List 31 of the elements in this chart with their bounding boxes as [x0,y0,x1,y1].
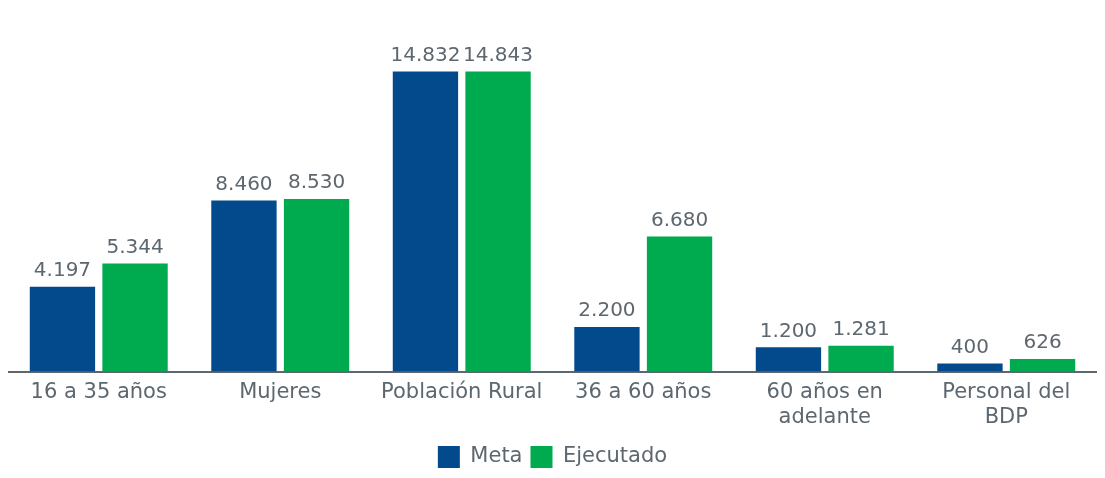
data-label: 8.460 [215,170,273,195]
bar [1009,358,1076,372]
bar [574,327,640,372]
bar [102,263,168,372]
legend-label: Meta [470,443,523,468]
bar [465,71,531,372]
bar [828,345,894,372]
bar [646,236,713,372]
data-label: 400 [950,333,990,358]
legend-label: Ejecutado [562,443,668,468]
bar [755,347,822,372]
data-label: 1.281 [832,315,890,340]
data-label: 5.344 [106,233,164,258]
data-label: 6.680 [650,206,709,231]
x-tick-label: Población Rural [381,378,543,403]
x-tick-label: 36 a 60 años [575,378,712,403]
bar [392,71,459,372]
x-tick-label: Mujeres [239,378,322,403]
data-label: 626 [1023,329,1062,354]
data-label: 1.200 [759,317,818,342]
bar [211,200,277,372]
data-label: 14.843 [463,41,534,66]
data-label: 4.197 [33,256,92,281]
data-label: 2.200 [578,297,636,322]
data-label: 8.530 [287,169,346,194]
x-tick-label: Personal del BDP [942,378,1071,428]
bar [283,199,350,372]
x-tick-label: 60 años en adelante [766,378,883,428]
bar [29,286,96,372]
data-label: 14.832 [390,41,461,66]
x-tick-label: 16 a 35 años [30,378,167,403]
